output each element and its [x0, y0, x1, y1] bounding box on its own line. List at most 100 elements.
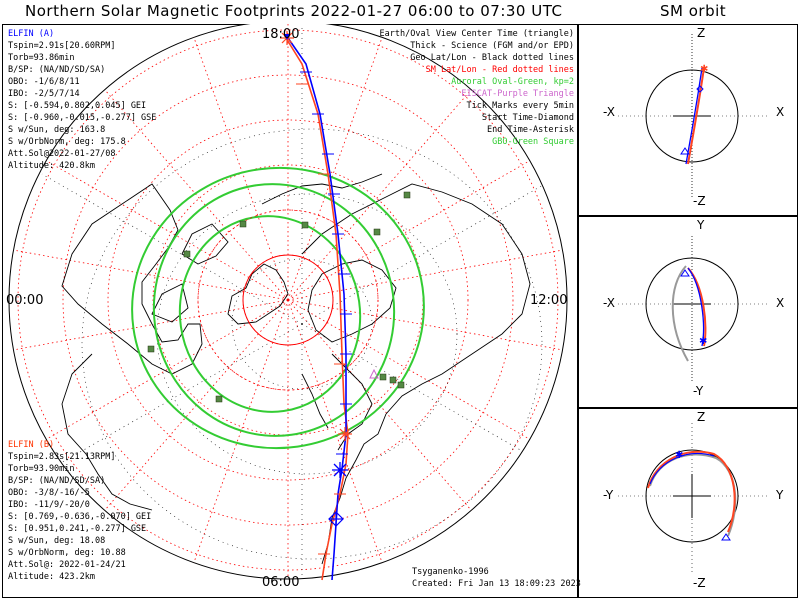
- axis-label-left: -X: [603, 296, 615, 310]
- start-diamond-marker: [328, 511, 344, 527]
- sm-circle-60: [197, 209, 379, 391]
- gbo-square: [239, 220, 247, 228]
- legend-entry: EISCAT-Purple Triangle: [461, 89, 574, 99]
- track-tick-marks-b: [296, 83, 346, 555]
- gbo-square: [397, 381, 405, 389]
- gbo-square: [215, 395, 223, 403]
- elfin-a-orbit: [687, 267, 705, 347]
- axis-label-top: Z: [697, 410, 706, 424]
- orbit-asterisk: ✱: [700, 64, 708, 75]
- axis-label-bottom: -Y: [693, 384, 704, 398]
- elfin-a-line: S w/Sun, deg: 163.8: [8, 125, 106, 135]
- axis-label-right: X: [776, 296, 785, 310]
- elfin-b-line: S w/OrbNorm, deg: 10.88: [8, 548, 126, 558]
- time-label-right: 12:00: [530, 293, 568, 308]
- orbit-panel-xy-frame: [578, 216, 798, 408]
- elfin-b-info: ELFIN (B) Tspin=2.83s[21.13RPM] Torb=93.…: [8, 439, 151, 583]
- orbit-diamond: [696, 85, 704, 93]
- orbit-asterisk: ✱: [699, 336, 707, 347]
- axis-label-bottom: -Z: [693, 194, 706, 208]
- elfin-a-line: Torb=93.86min: [8, 53, 75, 63]
- elfin-a-line: IBO: -2/5/7/14: [8, 89, 80, 99]
- orbit-gray-path: [671, 265, 689, 362]
- axis-label-top: Y: [697, 218, 705, 232]
- elfin-b-line: IBO: -11/9/-20/0: [8, 500, 90, 510]
- elfin-b-line: S: [0.951,0.241,-0.277] GSE: [8, 524, 147, 534]
- orbit-plot-xz: ✱: [618, 34, 768, 199]
- gbo-square: [389, 376, 397, 384]
- legend-entry: Thick - Science (FGM and/or EPD): [410, 41, 574, 51]
- orbit-triangle: [680, 269, 690, 277]
- elfin-b-line: S w/Sun, deg: 18.08: [8, 536, 106, 546]
- elfin-a-line: S w/OrbNorm, deg: 175.8: [8, 137, 126, 147]
- axis-label-right: Y: [776, 488, 784, 502]
- gbo-square: [403, 191, 411, 199]
- legend-entry: Geo Lat/Lon - Black dotted lines: [410, 53, 574, 63]
- orbit-plot-yz: ✱: [618, 423, 768, 573]
- time-label-left: 00:00: [6, 293, 44, 308]
- view-center-triangle: [284, 34, 290, 40]
- elfin-b-line: OBO: -3/8/-16/-5: [8, 488, 90, 498]
- elfin-a-info: ELFIN (A) Tspin=2.91s[20.60RPM] Torb=93.…: [8, 28, 156, 172]
- elfin-a-line: Tspin=2.91s[20.60RPM]: [8, 41, 116, 51]
- elfin-b-line: B/SP: (NA/ND/SD/SA): [8, 476, 106, 486]
- orbit-panel-xz-frame: [578, 24, 798, 216]
- orbit-panel-yz-frame: [578, 408, 798, 598]
- orbit-triangle: [680, 147, 690, 155]
- legend-entry: Earth/Oval View Center Time (triangle): [379, 29, 574, 39]
- legend-entry: SM Lat/Lon - Red dotted lines: [425, 65, 574, 75]
- main-title: Northern Solar Magnetic Footprints 2022-…: [25, 2, 563, 20]
- elfin-a-name: ELFIN (A): [8, 29, 55, 39]
- gbo-square: [379, 373, 387, 381]
- elfin-a-line: B/SP: (NA/ND/SD/SA): [8, 65, 106, 75]
- elfin-a-line: Altitude: 420.8km: [8, 161, 95, 171]
- end-asterisk-marker-b: [338, 427, 352, 441]
- elfin-b-orbit: [687, 67, 705, 165]
- axis-label-top: Z: [697, 26, 706, 40]
- orbit-title: SM orbit: [660, 2, 727, 20]
- elfin-b-line: Att.Sol@: 2022-01-24/21: [8, 560, 126, 570]
- orbit-plot-xy: ✱: [618, 236, 768, 381]
- elfin-a-orbit: [685, 67, 703, 165]
- polar-footprint-map: [8, 24, 568, 581]
- gbo-square: [373, 228, 381, 236]
- created-timestamp: Created: Fri Jan 13 18:09:23 2023: [412, 579, 581, 589]
- geo-grid: [41, 24, 563, 579]
- elfin-b-orbit: [647, 450, 736, 533]
- elfin-a-line: OBO: -1/6/8/11: [8, 77, 80, 87]
- elfin-a-orbit: [649, 452, 715, 485]
- axis-label-left: -Y: [603, 488, 614, 502]
- legend-entry: Start Time-Diamond: [481, 113, 574, 123]
- eiscat-triangle: [369, 368, 379, 379]
- legend-entry: Auroral Oval-Green, kp=2: [451, 77, 574, 87]
- elfin-a-line: Att.Sol@2022-01-27/08: [8, 149, 116, 159]
- track-tick-marks: [300, 71, 352, 455]
- sm-meridian-grid: [9, 24, 567, 579]
- auroral-oval: [131, 166, 425, 450]
- sm-inner-circle: [242, 254, 334, 346]
- gbo-square: [147, 345, 155, 353]
- elfin-b-line: Altitude: 423.2km: [8, 572, 95, 582]
- time-label-bottom: 06:00: [262, 575, 300, 590]
- time-label-top: 18:00: [262, 27, 300, 42]
- orbit-asterisk: ✱: [675, 450, 683, 461]
- coastlines: [61, 173, 531, 565]
- gbo-stations: [147, 191, 411, 403]
- orbit-triangle: [721, 533, 731, 541]
- axis-label-right: X: [776, 105, 785, 119]
- model-credit: Tsyganenko-1996: [412, 567, 489, 577]
- gbo-square: [301, 221, 309, 229]
- map-legend: Earth/Oval View Center Time (triangle) T…: [330, 28, 574, 148]
- legend-entry: End Time-Asterisk: [487, 125, 574, 135]
- gbo-square: [183, 250, 191, 258]
- axis-label-left: -X: [603, 105, 615, 119]
- elfin-a-line: S: [-0.594,0.802,0.045] GEI: [8, 101, 147, 111]
- elfin-a-line: S: [-0.960,-0.015,-0.277] GSE: [8, 113, 157, 123]
- end-asterisk-marker: [332, 462, 348, 478]
- elfin-b-line: Torb=93.90min: [8, 464, 75, 474]
- legend-entry: GBO-Green Square: [492, 137, 574, 147]
- legend-entry: Tick Marks every 5min: [466, 101, 574, 111]
- elfin-b-line: S: [0.769,-0.636,-0.070] GEI: [8, 512, 152, 522]
- axis-label-bottom: -Z: [693, 576, 706, 590]
- elfin-b-line: Tspin=2.83s[21.13RPM]: [8, 452, 116, 462]
